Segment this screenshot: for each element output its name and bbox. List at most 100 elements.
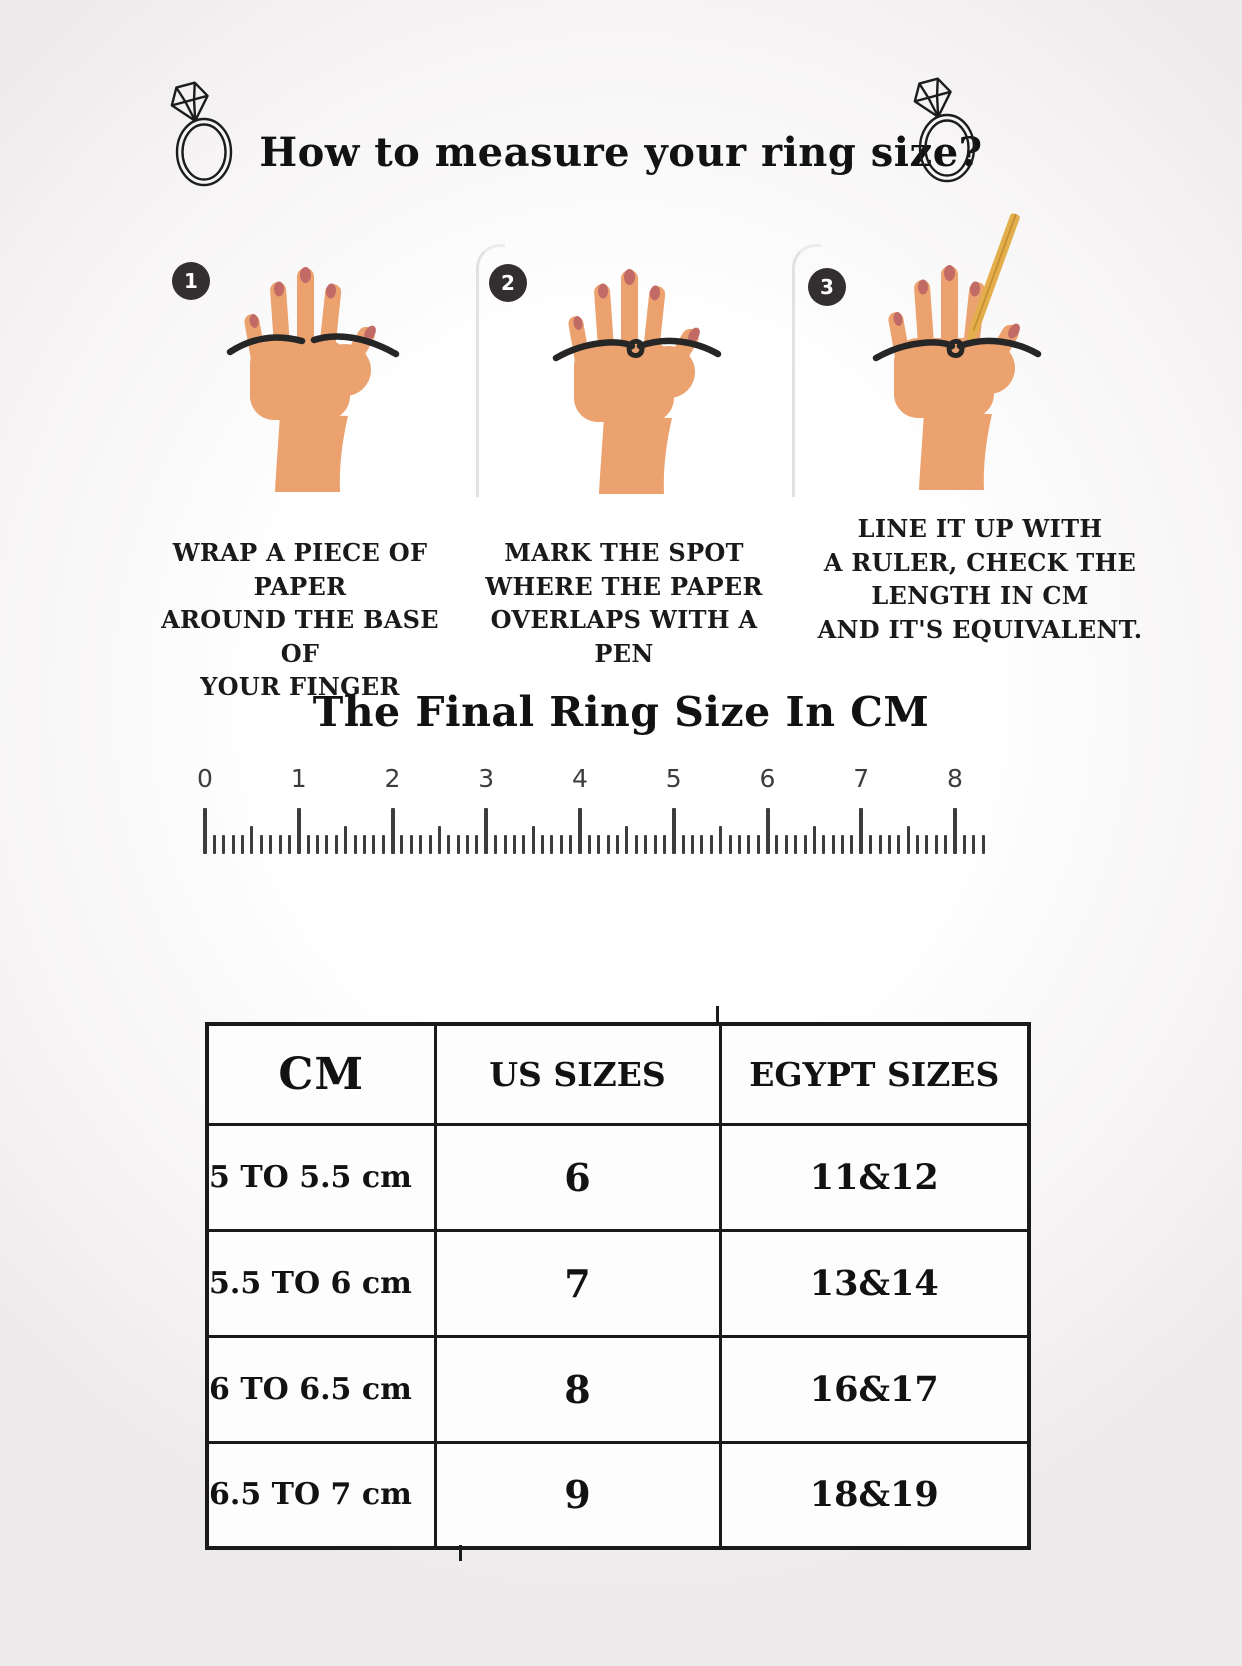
ruler-tick <box>484 808 489 854</box>
ruler-tick <box>541 835 544 854</box>
ruler-tick <box>475 835 479 854</box>
ruler-number: 0 <box>197 764 213 793</box>
ruler-tick <box>447 835 451 854</box>
ruler-tick <box>550 835 554 854</box>
ruler-tick <box>334 835 338 854</box>
ruler-tick <box>296 808 301 854</box>
ruler-tick <box>531 826 535 854</box>
ruler-number: 8 <box>947 764 963 793</box>
ruler-tick <box>428 835 432 854</box>
ruler-tick <box>878 835 882 854</box>
step-card-divider <box>476 244 505 497</box>
ruler-tick <box>794 835 798 854</box>
ruler-tick <box>859 808 864 854</box>
ring-size-table-header: CM US SIZES EGYPT SIZES <box>205 1022 1031 1126</box>
ruler-tick <box>916 835 919 854</box>
size-table-cell: 18&19 <box>718 1440 1031 1550</box>
ruler-tick <box>944 835 948 854</box>
size-table-row: 6 TO 6.5 cm 8 16&17 <box>205 1334 1031 1444</box>
ruler-tick <box>372 835 376 854</box>
ruler-tick <box>681 835 685 854</box>
step-caption: WRAP A PIECE OF PAPER AROUND THE BASE OF… <box>161 538 439 702</box>
ruler-tick <box>437 826 441 854</box>
ruler-tick <box>287 835 291 854</box>
table-line-artifact <box>716 1006 719 1023</box>
hand-with-marked-strip-illustration <box>552 269 722 494</box>
ruler-tick <box>906 826 910 854</box>
ruler-tick <box>597 835 601 854</box>
size-table-cell: 6.5 TO 7 cm <box>205 1440 437 1550</box>
ruler-tick <box>212 835 216 854</box>
step-number-badge: 3 <box>808 268 846 306</box>
size-table-cell: 5.5 TO 6 cm <box>205 1228 437 1338</box>
ruler-tick <box>494 835 498 854</box>
ruler-tick <box>925 835 929 854</box>
size-table-header-cell: EGYPT SIZES <box>718 1022 1031 1126</box>
ruler-number: 1 <box>290 764 307 793</box>
ruler-tick <box>569 835 573 854</box>
ruler-number: 7 <box>853 764 870 793</box>
result-section-title: The Final Ring Size In CM <box>312 688 930 736</box>
table-line-artifact <box>459 1545 462 1561</box>
ruler-tick <box>503 835 507 854</box>
ruler-tick <box>691 835 694 854</box>
size-table-cell: 9 <box>433 1440 722 1550</box>
size-table-cell: 11&12 <box>718 1122 1031 1232</box>
ruler-tick <box>709 835 713 854</box>
ruler-tick <box>803 835 807 854</box>
ruler-tick <box>250 826 254 854</box>
ruler-tick <box>400 835 404 854</box>
ruler-tick <box>259 835 263 854</box>
size-table-cell: 5 TO 5.5 cm <box>205 1122 437 1232</box>
ruler-tick <box>662 835 666 854</box>
ruler-tick <box>841 835 844 854</box>
size-table-cell: 6 <box>433 1122 722 1232</box>
ruler-tick <box>381 835 385 854</box>
ruler-tick <box>278 835 282 854</box>
ruler-tick <box>634 835 638 854</box>
ruler-number: 5 <box>665 764 682 793</box>
ruler-tick <box>784 835 788 854</box>
ruler-tick <box>822 835 826 854</box>
ruler-number: 4 <box>572 764 588 793</box>
ruler-tick <box>353 835 357 854</box>
size-table-cell: 6 TO 6.5 cm <box>205 1334 437 1444</box>
diamond-ring-icon <box>909 75 976 183</box>
ruler-tick <box>981 835 985 854</box>
ruler-tick <box>934 835 938 854</box>
step-caption: LINE IT UP WITH A RULER, CHECK THE LENGT… <box>817 514 1143 644</box>
ruler-tick <box>737 835 741 854</box>
ruler-tick <box>625 826 629 854</box>
ruler-tick <box>409 835 413 854</box>
step-card-divider <box>792 244 821 497</box>
ruler-tick <box>831 835 835 854</box>
ruler-tick <box>231 835 235 854</box>
ring-size-table: CM US SIZES EGYPT SIZES 5 TO 5.5 cm 6 11&12 5… <box>205 1022 1031 1550</box>
ruler-tick <box>362 835 366 854</box>
ruler-tick <box>775 835 779 854</box>
ruler-tick <box>972 835 976 854</box>
ruler-number: 2 <box>384 764 401 793</box>
ruler-tick <box>653 835 657 854</box>
ruler-tick <box>887 835 891 854</box>
size-table-row: 5.5 TO 6 cm 7 13&14 <box>205 1228 1031 1338</box>
ruler-tick <box>559 835 563 854</box>
ruler-tick <box>316 835 319 854</box>
ruler-tick <box>962 835 966 854</box>
ruler-tick <box>578 808 582 854</box>
ruler-tick <box>756 835 760 854</box>
ruler-tick <box>390 808 395 854</box>
ruler-tick <box>671 808 676 854</box>
ruler-number: 6 <box>759 764 776 793</box>
ruler-tick <box>700 835 704 854</box>
step-number-badge: 1 <box>172 262 210 300</box>
ruler-tick <box>765 808 770 854</box>
step-number-badge: 2 <box>489 264 527 302</box>
ruler-tick <box>719 826 723 854</box>
cm-ruler: 0 1 2 3 4 5 6 7 8 <box>197 764 989 854</box>
hand-with-strip-and-pen-illustration <box>872 213 1042 490</box>
size-table-cell: 8 <box>433 1334 722 1444</box>
ruler-tick <box>456 835 460 854</box>
size-table-cell: 16&17 <box>718 1334 1031 1444</box>
ruler-tick <box>222 835 226 854</box>
